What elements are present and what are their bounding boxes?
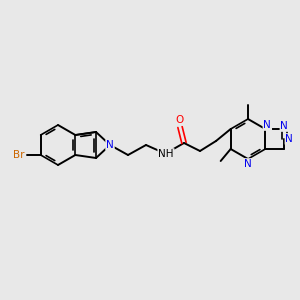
Text: O: O <box>176 115 184 125</box>
Text: N: N <box>263 120 271 130</box>
Text: NH: NH <box>158 149 174 159</box>
Text: N: N <box>280 121 288 131</box>
Text: N: N <box>285 134 293 144</box>
Text: N: N <box>244 159 252 169</box>
Text: Br: Br <box>13 150 24 160</box>
Text: N: N <box>106 140 114 150</box>
